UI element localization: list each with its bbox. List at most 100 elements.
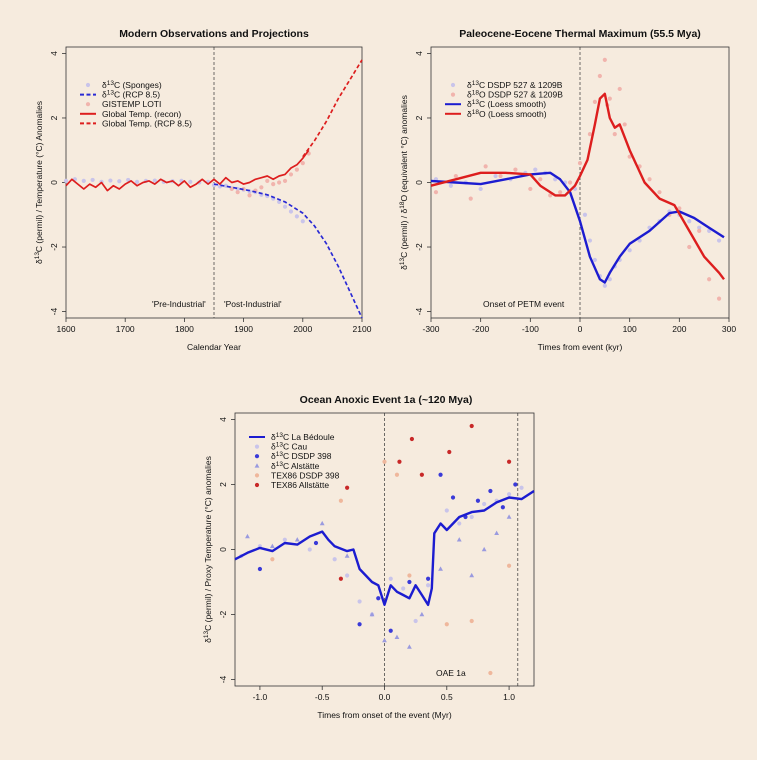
data-point — [519, 485, 524, 490]
y-tick-label: 4 — [218, 417, 228, 422]
data-point — [288, 172, 294, 177]
y-tick-label: 0 — [218, 547, 228, 552]
data-point — [602, 57, 607, 63]
legend-marker — [254, 444, 260, 449]
data-point — [627, 248, 632, 253]
data-point — [553, 177, 558, 182]
data-point — [597, 73, 602, 79]
legend-item: Global Temp. (recon) — [80, 109, 181, 119]
series--13c-loess-smooth- — [430, 171, 725, 284]
x-tick-label: 1800 — [175, 324, 194, 334]
data-point — [269, 543, 275, 549]
data-point — [592, 257, 598, 263]
x-tick-label: -0.5 — [315, 692, 330, 702]
legend-item: δ18O (Loess smooth) — [445, 108, 547, 119]
data-point — [506, 514, 512, 519]
series-line — [302, 59, 363, 158]
data-point — [612, 132, 617, 137]
data-point — [294, 214, 299, 219]
data-point — [433, 190, 439, 195]
data-point — [247, 193, 252, 198]
data-point — [394, 472, 400, 477]
x-tick-label: 2000 — [293, 324, 312, 334]
data-point — [357, 622, 362, 627]
series-tex86-allst-tte — [338, 423, 512, 581]
data-point — [397, 459, 402, 464]
data-point — [63, 178, 69, 183]
data-point — [229, 186, 234, 192]
legend-item: Global Temp. (RCP 8.5) — [80, 118, 192, 128]
y-tick-label: 0 — [414, 180, 424, 185]
y-tick-label: -4 — [414, 307, 424, 315]
x-axis-label: Times from event (kyr) — [538, 342, 623, 352]
series--13c-dsdp-398 — [257, 472, 518, 633]
x-tick-label: -200 — [472, 324, 489, 334]
legend-item: δ13C (Sponges) — [85, 80, 162, 90]
data-point — [270, 557, 275, 562]
data-point — [90, 177, 95, 183]
data-point — [245, 533, 250, 539]
data-point — [707, 277, 712, 282]
data-point — [687, 219, 692, 224]
data-point — [450, 495, 456, 500]
legend: δ13C (Sponges)δ13C (RCP 8.5)GISTEMP LOTI… — [80, 80, 192, 128]
series--13c-cau — [239, 485, 524, 624]
data-point — [338, 498, 343, 503]
data-point — [548, 193, 553, 198]
data-point — [235, 190, 240, 195]
data-point — [300, 219, 305, 224]
legend-item: δ13C Alstätte — [254, 460, 320, 471]
data-point — [716, 296, 722, 301]
data-point — [413, 618, 418, 624]
data-point — [538, 177, 543, 182]
data-point — [469, 514, 474, 520]
data-point — [419, 472, 424, 477]
data-point — [657, 190, 662, 195]
data-point — [288, 209, 294, 214]
series--13c-la-b-doule — [234, 489, 535, 606]
data-point — [300, 161, 305, 166]
data-point — [468, 196, 473, 201]
series-tex86-dsdp-398 — [270, 459, 512, 676]
series--18o-loess-smooth- — [430, 92, 725, 281]
data-point — [567, 180, 573, 185]
data-point — [188, 179, 193, 184]
legend-item: δ13C (RCP 8.5) — [80, 89, 160, 100]
legend-label: δ13C La Bédoule — [271, 432, 335, 443]
data-point — [282, 204, 288, 209]
data-point — [388, 628, 393, 633]
data-point — [448, 183, 453, 188]
x-tick-label: -100 — [522, 324, 539, 334]
x-tick-label: -300 — [422, 324, 439, 334]
y-tick-label: 0 — [49, 180, 59, 185]
data-point — [294, 537, 300, 542]
data-point — [707, 228, 712, 233]
data-point — [488, 670, 493, 676]
data-point — [697, 225, 702, 230]
data-point — [582, 212, 588, 217]
annotation: OAE 1a — [436, 668, 466, 678]
x-tick-label: 0 — [578, 324, 583, 334]
y-tick-label: -4 — [49, 307, 59, 315]
data-point — [482, 501, 487, 507]
data-point — [152, 178, 157, 183]
panel-2: Paleocene-Eocene Thermal Maximum (55.5 M… — [399, 28, 737, 352]
legend-label: TEX86 DSDP 398 — [271, 470, 340, 480]
data-point — [282, 537, 287, 542]
data-point — [345, 573, 350, 578]
x-tick-label: 1.0 — [503, 692, 515, 702]
y-tick-label: 4 — [49, 51, 59, 56]
legend-marker — [450, 82, 456, 88]
legend-label: GISTEMP LOTI — [102, 99, 161, 109]
data-point — [282, 178, 288, 183]
legend-label: δ18O DSDP 527 & 1209B — [467, 89, 563, 100]
y-tick-label: -2 — [414, 243, 424, 251]
x-tick-label: 2100 — [353, 324, 372, 334]
data-point — [494, 530, 500, 536]
data-point — [257, 566, 263, 572]
data-point — [647, 177, 652, 182]
x-axis-label: Times from onset of the event (Myr) — [317, 710, 451, 720]
data-point — [259, 185, 264, 190]
